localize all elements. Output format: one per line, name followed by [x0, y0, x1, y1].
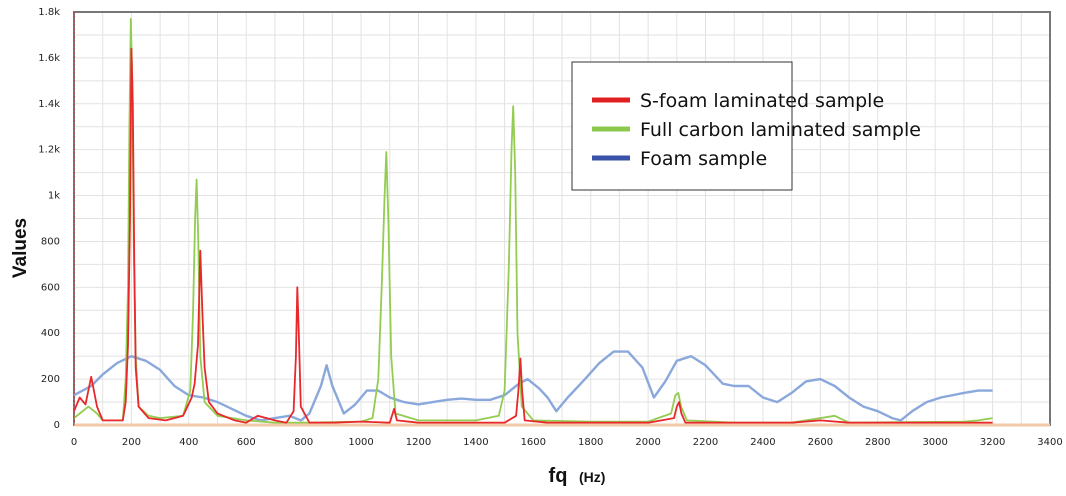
x-tick-label: 1400 — [463, 437, 488, 448]
legend-label: Full carbon laminated sample — [640, 119, 921, 141]
series-line-s-foam-laminated-sample — [73, 47, 993, 424]
chart-grid — [73, 11, 1051, 426]
x-tick-label: 1800 — [578, 437, 603, 448]
x-tick-label: 3200 — [980, 437, 1005, 448]
x-tick-label: 2800 — [865, 437, 890, 448]
x-tick-label: 3000 — [922, 437, 947, 448]
y-axis-label: Values — [10, 218, 31, 278]
x-tick-label: 800 — [294, 437, 313, 448]
y-tick-label: 1.4k — [38, 99, 60, 110]
x-tick-label: 200 — [122, 437, 141, 448]
x-tick-label: 1600 — [521, 437, 546, 448]
x-tick-label: 2400 — [750, 437, 775, 448]
legend-label: Foam sample — [640, 148, 767, 170]
legend-label: S-foam laminated sample — [640, 90, 884, 112]
x-tick-label: 2600 — [808, 437, 833, 448]
x-tick-label: 0 — [71, 437, 77, 448]
chart-legend: S-foam laminated sample Full carbon lamin… — [571, 61, 921, 191]
x-tick-label: 600 — [237, 437, 256, 448]
x-tick-label: 1200 — [406, 437, 431, 448]
x-axis-label-unit: (Hz) — [579, 469, 605, 485]
y-tick-label: 1.6k — [38, 53, 60, 64]
y-tick-label: 0 — [54, 420, 60, 431]
chart-series — [73, 12, 1050, 427]
x-tick-label: 400 — [179, 437, 198, 448]
x-axis-label: fq (Hz) — [549, 465, 606, 487]
x-axis-label-main: fq — [549, 465, 568, 487]
y-tick-label: 800 — [41, 236, 60, 247]
y-tick-label: 600 — [41, 282, 60, 293]
x-axis-ticks: 0 200 400 600 800 1000 1200 1400 1600 1800 2000 220… — [71, 437, 1063, 448]
x-tick-label: 3400 — [1037, 437, 1062, 448]
y-tick-label: 1.2k — [38, 145, 60, 156]
y-tick-label: 1k — [48, 191, 60, 202]
y-tick-label: 400 — [41, 328, 60, 339]
y-tick-label: 200 — [41, 374, 60, 385]
x-tick-label: 2000 — [635, 437, 660, 448]
y-tick-label: 1.8k — [38, 7, 60, 18]
x-tick-label: 2200 — [693, 437, 718, 448]
legend-box — [571, 61, 793, 191]
x-tick-label: 1000 — [348, 437, 373, 448]
y-axis-ticks: 0 200 400 600 800 1k 1.2k 1.4k 1.6k 1.8k — [38, 7, 60, 431]
